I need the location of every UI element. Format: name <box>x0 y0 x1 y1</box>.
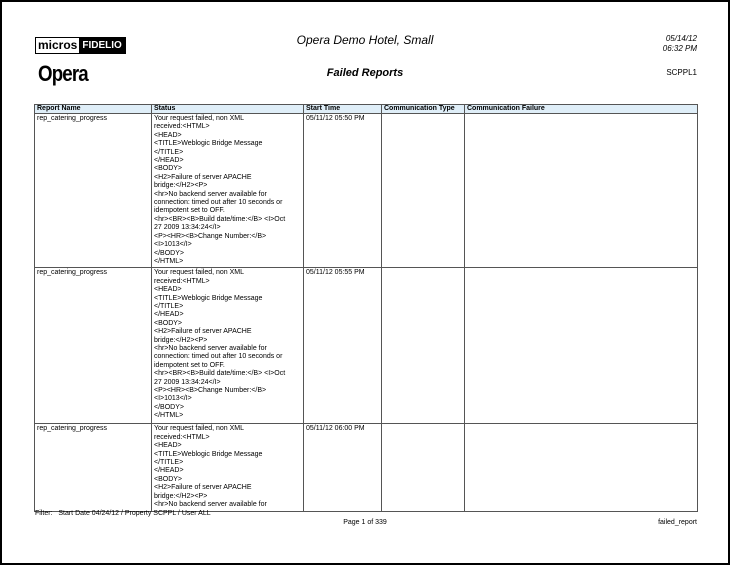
filter-line: Filter: Start Date 04/24/12 / Property S… <box>35 510 211 517</box>
cell-status: Your request failed, non XML received:<H… <box>151 112 304 269</box>
failed-reports-table: Report Name Status Start Time Communication… <box>34 104 698 513</box>
cell-type <box>381 423 465 513</box>
opera-logo: Opera <box>38 61 89 86</box>
cell-status: Your request failed, non XML received:<H… <box>151 423 304 513</box>
cell-type <box>381 267 465 425</box>
cell-name: rep_catering_progress <box>34 423 152 513</box>
cell-failure <box>464 423 698 513</box>
print-date: 05/14/12 <box>665 34 697 43</box>
cell-type <box>381 112 465 269</box>
column-header: Status <box>151 104 304 114</box>
page-number: Page 1 of 339 <box>343 519 387 526</box>
cell-name: rep_catering_progress <box>34 267 152 425</box>
table-row: rep_catering_progress Your request failed… <box>34 267 698 425</box>
table-row: rep_catering_progress Your request failed… <box>34 112 698 269</box>
cell-start: 05/11/12 05:55 PM <box>303 267 382 425</box>
logo-text: FIDELIO <box>79 38 125 53</box>
micros-fidelio-logo: micros FIDELIO <box>35 37 126 54</box>
filter-value: Start Date 04/24/12 / Property SCPPL / U… <box>58 510 211 517</box>
logo-text: micros <box>36 38 80 53</box>
cell-failure <box>464 112 698 269</box>
column-header: Report Name <box>34 104 152 114</box>
cell-start: 05/11/12 06:00 PM <box>303 423 382 513</box>
print-time: 06:32 PM <box>662 44 697 53</box>
print-datetime: 05/14/12 06:32 PM <box>663 34 697 54</box>
report-id: failed_report <box>658 519 697 526</box>
column-header: Communication Type <box>381 104 465 114</box>
cell-status: Your request failed, non XML received:<H… <box>151 267 304 425</box>
hotel-name: Opera Demo Hotel, Small <box>296 33 434 47</box>
table-row: rep_catering_progress Your request failed… <box>34 423 698 513</box>
cell-failure <box>464 267 698 425</box>
column-header: Communication Failure <box>464 104 698 114</box>
column-header: Start Time <box>303 104 382 114</box>
report-title: Failed Reports <box>326 67 404 79</box>
cell-name: rep_catering_progress <box>34 112 152 269</box>
report-code: SCPPL1 <box>666 68 697 77</box>
cell-start: 05/11/12 05:50 PM <box>303 112 382 269</box>
filter-label: Filter: <box>35 510 53 517</box>
